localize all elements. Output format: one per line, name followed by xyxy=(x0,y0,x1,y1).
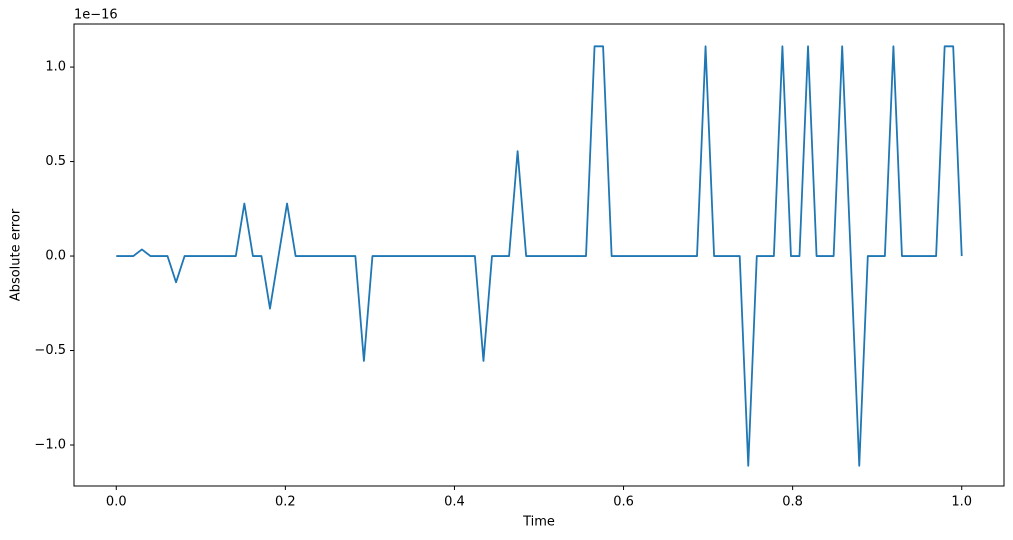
y-axis-label: Absolute error xyxy=(9,208,24,301)
x-axis-label: Time xyxy=(522,515,555,530)
y-tick-label: −1.0 xyxy=(34,437,66,452)
y-tick-label: 0.0 xyxy=(45,249,66,264)
y-tick-label: −0.5 xyxy=(34,343,66,358)
x-tick-label: 0.2 xyxy=(275,495,296,510)
x-tick-label: 1.0 xyxy=(951,495,972,510)
x-tick-label: 0.4 xyxy=(444,495,465,510)
y-tick-label: 1.0 xyxy=(45,60,66,75)
x-tick-label: 0.8 xyxy=(782,495,803,510)
x-tick-label: 0.6 xyxy=(613,495,634,510)
y-tick-label: 0.5 xyxy=(45,154,66,169)
x-tick-label: 0.0 xyxy=(106,495,127,510)
axes-frame xyxy=(73,23,1005,487)
data-line xyxy=(116,45,963,467)
y-offset-text: 1e−16 xyxy=(74,8,118,23)
